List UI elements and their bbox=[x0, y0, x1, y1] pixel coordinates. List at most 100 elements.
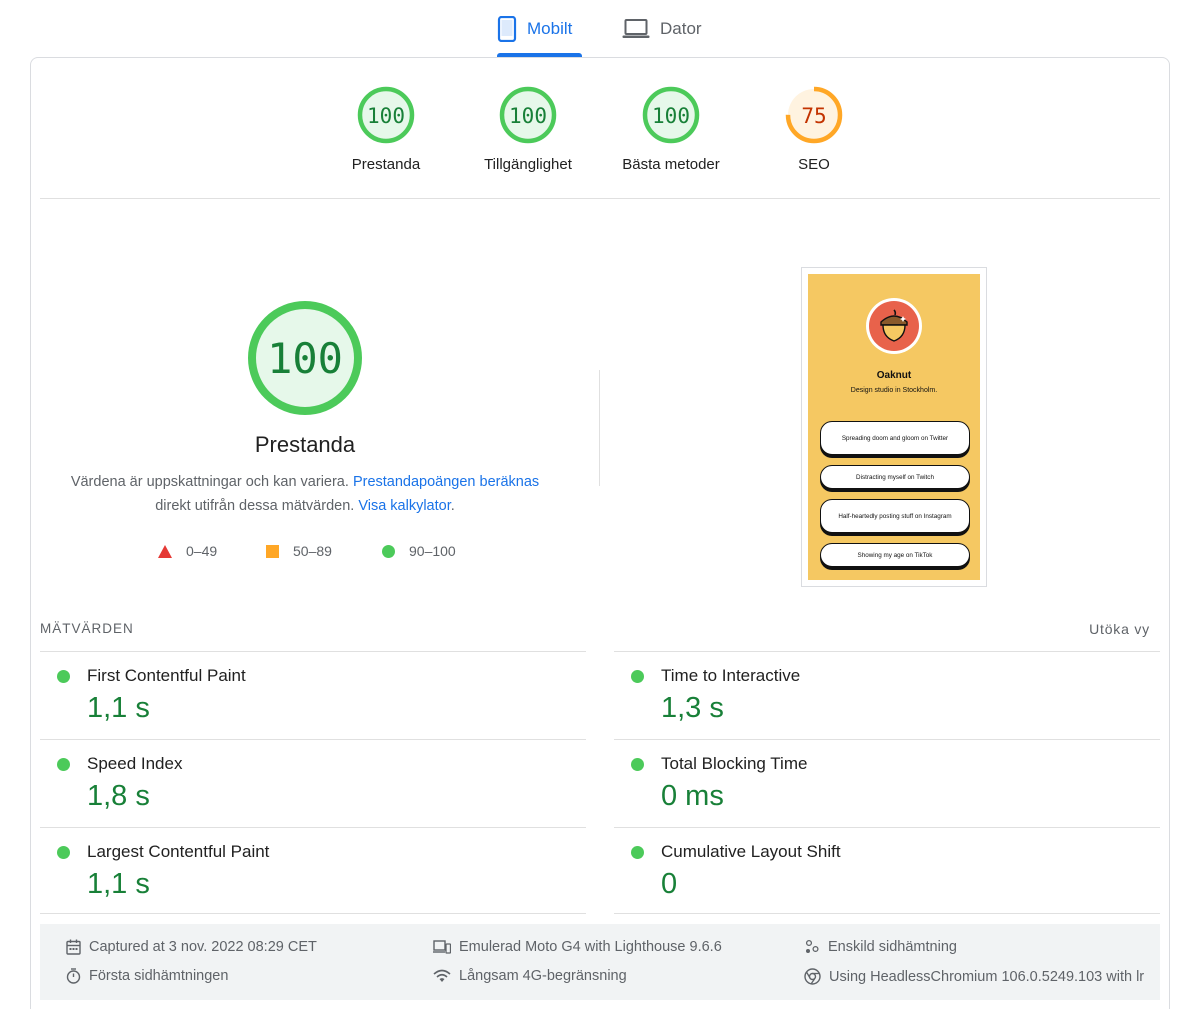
phone-icon bbox=[497, 16, 517, 42]
divider bbox=[614, 913, 1160, 914]
score-gauge: 75 bbox=[785, 86, 843, 144]
laptop-icon bbox=[622, 19, 650, 38]
gauge-label: Prestanda bbox=[351, 156, 421, 173]
people-icon bbox=[805, 939, 819, 953]
score-gauge-large: 100 bbox=[248, 301, 362, 415]
performance-description: Värdena är uppskattningar och kan varier… bbox=[60, 470, 550, 518]
metric-name: Cumulative Layout Shift bbox=[661, 842, 841, 861]
runtime-settings: Captured at 3 nov. 2022 08:29 CET Första… bbox=[40, 924, 1160, 1000]
metrics-heading: MÄTVÄRDEN bbox=[40, 621, 134, 636]
expand-view-button[interactable]: Utöka vy bbox=[1089, 621, 1150, 637]
score-calculation-link[interactable]: Prestandapoängen beräknas bbox=[352, 474, 540, 490]
single-load-text: Enskild sidhämtning bbox=[828, 939, 957, 955]
first-load-text: Första sidhämtningen bbox=[89, 968, 229, 984]
preview-title: Oaknut bbox=[876, 370, 912, 381]
performance-gauge: 100 bbox=[245, 298, 365, 418]
vertical-divider bbox=[599, 370, 600, 486]
tab-mobile-label: Mobilt bbox=[527, 19, 573, 38]
legend-pass: 90–100 bbox=[382, 541, 456, 561]
metric-name: Total Blocking Time bbox=[661, 754, 808, 773]
calendar-icon bbox=[66, 939, 81, 955]
desc-text: . bbox=[450, 498, 455, 514]
gauge-accessibility[interactable]: 100 Tillgänglighet bbox=[458, 86, 598, 173]
tab-desktop[interactable]: Dator bbox=[622, 0, 712, 58]
gauge-best-practices[interactable]: 100 Bästa metoder bbox=[601, 86, 741, 173]
first-load: Första sidhämtningen bbox=[66, 968, 228, 984]
metric-tti: Time to Interactive 1,3 s bbox=[614, 651, 1160, 739]
preview-link-button: Showing my age on TikTok bbox=[820, 543, 970, 567]
network-throttling: Långsam 4G-begränsning bbox=[433, 968, 627, 984]
pass-circle-icon bbox=[57, 846, 70, 859]
devices-icon bbox=[433, 940, 451, 954]
performance-score: 100 bbox=[267, 334, 343, 383]
device-tabs: Mobilt Dator bbox=[0, 0, 1200, 58]
desc-text: Värdena är uppskattningar och kan varier… bbox=[70, 474, 349, 490]
pass-circle-icon bbox=[57, 758, 70, 771]
single-load: Enskild sidhämtning bbox=[804, 939, 957, 955]
metric-name: First Contentful Paint bbox=[87, 666, 246, 685]
gauge-score: 100 bbox=[652, 104, 690, 128]
legend-range: 0–49 bbox=[186, 543, 218, 559]
tab-desktop-label: Dator bbox=[660, 19, 702, 38]
emulated-device: Emulerad Moto G4 with Lighthouse 9.6.6 bbox=[433, 939, 722, 955]
metric-value: 0 bbox=[661, 868, 678, 900]
divider bbox=[40, 913, 586, 914]
pass-circle-icon bbox=[631, 846, 644, 859]
acorn-icon bbox=[880, 309, 908, 342]
metric-name: Largest Contentful Paint bbox=[87, 842, 270, 861]
metric-value: 1,3 s bbox=[661, 692, 724, 724]
gauge-label: Tillgänglighet bbox=[484, 156, 572, 173]
browser-info: Using HeadlessChromium 106.0.5249.103 wi… bbox=[804, 968, 1154, 985]
preview-link-button: Spreading doom and gloom on Twitter bbox=[820, 421, 970, 455]
score-gauge: 100 bbox=[642, 86, 700, 144]
chrome-icon bbox=[804, 968, 821, 985]
divider bbox=[40, 198, 1160, 199]
gauge-label: SEO bbox=[798, 156, 830, 173]
preview-link-button: Half-heartedly posting stuff on Instagra… bbox=[820, 499, 970, 533]
wifi-icon bbox=[433, 969, 451, 982]
metric-speed-index: Speed Index 1,8 s bbox=[40, 739, 586, 827]
score-gauge: 100 bbox=[357, 86, 415, 144]
calculator-link[interactable]: Visa kalkylator bbox=[358, 498, 451, 514]
preview-link-button: Distracting myself on Twitch bbox=[820, 465, 970, 489]
metric-name: Time to Interactive bbox=[661, 666, 801, 685]
gauge-performance[interactable]: 100 Prestanda bbox=[316, 86, 456, 173]
metric-tbt: Total Blocking Time 0 ms bbox=[614, 739, 1160, 827]
gauge-score: 100 bbox=[367, 104, 405, 128]
metric-value: 1,8 s bbox=[87, 780, 150, 812]
legend-fail: 0–49 bbox=[158, 541, 217, 561]
score-gauge: 100 bbox=[499, 86, 557, 144]
active-tab-indicator bbox=[497, 53, 582, 57]
gauge-score: 75 bbox=[801, 104, 826, 128]
pass-circle-icon bbox=[631, 670, 644, 683]
preview-subtitle: Design studio in Stockholm. bbox=[850, 387, 938, 394]
legend-range: 50–89 bbox=[293, 543, 332, 559]
metric-name: Speed Index bbox=[87, 754, 183, 773]
gauge-score: 100 bbox=[509, 104, 547, 128]
legend-range: 90–100 bbox=[409, 543, 456, 559]
captured-at: Captured at 3 nov. 2022 08:29 CET bbox=[66, 939, 317, 955]
metric-fcp: First Contentful Paint 1,1 s bbox=[40, 651, 586, 739]
metric-lcp: Largest Contentful Paint 1,1 s bbox=[40, 827, 586, 915]
gauge-label: Bästa metoder bbox=[622, 156, 720, 173]
desc-text: direkt utifrån dessa mätvärden. bbox=[155, 498, 355, 514]
pass-circle-icon bbox=[57, 670, 70, 683]
square-icon bbox=[266, 544, 279, 558]
legend-average: 50–89 bbox=[266, 541, 332, 561]
metric-value: 1,1 s bbox=[87, 692, 150, 724]
metric-value: 0 ms bbox=[661, 780, 724, 812]
circle-icon bbox=[382, 544, 395, 558]
gauge-seo[interactable]: 75 SEO bbox=[744, 86, 884, 173]
screenshot-content: Oaknut Design studio in Stockholm. Sprea… bbox=[808, 274, 980, 580]
browser-text: Using HeadlessChromium 106.0.5249.103 wi… bbox=[829, 968, 1145, 985]
metric-cls: Cumulative Layout Shift 0 bbox=[614, 827, 1160, 915]
throttling-text: Långsam 4G-begränsning bbox=[459, 968, 627, 984]
page-screenshot: Oaknut Design studio in Stockholm. Sprea… bbox=[801, 267, 987, 587]
captured-text: Captured at 3 nov. 2022 08:29 CET bbox=[89, 939, 317, 955]
pass-circle-icon bbox=[631, 758, 644, 771]
avatar bbox=[866, 298, 922, 354]
emulated-text: Emulerad Moto G4 with Lighthouse 9.6.6 bbox=[459, 939, 722, 955]
performance-title: Prestanda bbox=[254, 432, 356, 457]
tab-mobile[interactable]: Mobilt bbox=[497, 0, 582, 58]
metric-value: 1,1 s bbox=[87, 868, 150, 900]
